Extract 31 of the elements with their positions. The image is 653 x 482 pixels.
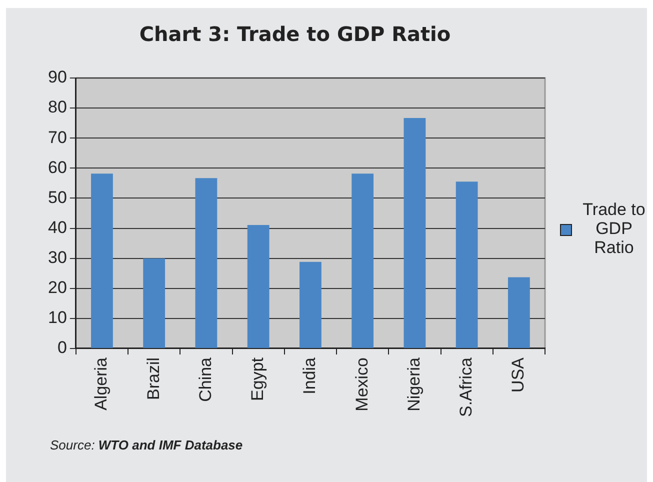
y-tick-label: 30 bbox=[48, 248, 67, 268]
x-tick-label: China bbox=[196, 356, 215, 402]
bar bbox=[143, 258, 166, 348]
x-tick-label: Mexico bbox=[352, 357, 372, 412]
bar bbox=[247, 224, 270, 348]
bar bbox=[352, 174, 374, 348]
y-tick-label: 0 bbox=[57, 338, 67, 358]
y-tick-label: 70 bbox=[48, 128, 67, 147]
y-tick-label: 40 bbox=[48, 218, 67, 237]
y-tick-label: 90 bbox=[48, 68, 67, 87]
x-tick-label: S.Africa bbox=[456, 356, 476, 418]
bar bbox=[456, 182, 478, 348]
x-tick-label: India bbox=[300, 356, 320, 394]
bar bbox=[195, 178, 218, 348]
y-tick-label: 60 bbox=[48, 158, 67, 177]
x-tick-label: Algeria bbox=[92, 356, 111, 410]
x-tick-label: Egypt bbox=[248, 357, 268, 401]
x-tick-label: USA bbox=[508, 356, 528, 392]
x-tick-label: Brazil bbox=[144, 357, 163, 400]
y-tick-label: 50 bbox=[48, 188, 67, 207]
chart-title: Chart 3: Trade to GDP Ratio bbox=[139, 22, 451, 46]
bar bbox=[91, 174, 113, 348]
bar bbox=[404, 118, 426, 348]
x-tick-label: Nigeria bbox=[404, 356, 424, 412]
y-tick-label: 10 bbox=[48, 308, 67, 328]
bar bbox=[300, 262, 322, 348]
legend-label: Trade to GDP Ratio bbox=[582, 200, 646, 257]
bar bbox=[508, 277, 530, 348]
y-tick-label: 20 bbox=[48, 278, 67, 298]
source-note: Source: WTO and IMF Database bbox=[50, 438, 243, 453]
y-tick-label: 80 bbox=[48, 98, 67, 117]
